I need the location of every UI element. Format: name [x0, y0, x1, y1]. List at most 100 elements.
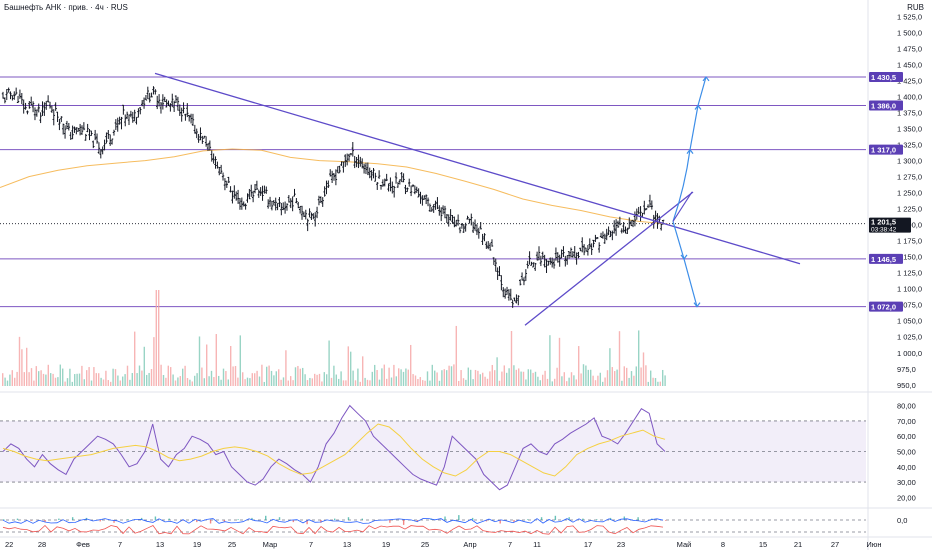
- macd-bar: [154, 516, 157, 520]
- rsi-axis-tick: 40,00: [897, 463, 916, 472]
- volume-bar: [222, 368, 225, 386]
- time-axis-label: 23: [617, 540, 625, 549]
- volume-bar: [16, 371, 18, 386]
- macd-bar: [3, 519, 5, 520]
- volume-bar: [518, 368, 520, 386]
- volume-bar: [371, 371, 373, 386]
- volume-bar: [155, 290, 157, 386]
- volume-bar: [95, 373, 97, 386]
- horizontal-level-label: 1 072,0: [871, 303, 896, 312]
- volume-bar: [395, 376, 397, 386]
- volume-bar: [582, 364, 585, 386]
- volume-bar: [390, 377, 393, 386]
- volume-bar: [28, 372, 30, 386]
- volume-bar: [117, 375, 119, 386]
- volume-bar: [189, 379, 191, 386]
- volume-bar: [366, 379, 369, 386]
- macd-bar: [113, 520, 115, 523]
- volume-bar: [350, 351, 352, 386]
- volume-bar: [424, 380, 426, 386]
- volume-bar: [9, 374, 11, 386]
- macd-bar: [665, 520, 667, 521]
- volume-bar: [285, 350, 287, 386]
- volume-bar: [81, 365, 83, 386]
- rsi-signal-line: [2, 423, 666, 477]
- volume-bar: [227, 379, 229, 386]
- volume-bar: [645, 365, 647, 386]
- volume-bar: [650, 370, 652, 386]
- volume-bar: [618, 331, 621, 386]
- volume-bar: [38, 371, 40, 386]
- volume-bar: [405, 368, 407, 386]
- time-axis-label: Май: [677, 540, 692, 549]
- volume-bar: [182, 368, 184, 386]
- time-axis-label: 21: [794, 540, 802, 549]
- bearish-projection-path: [672, 221, 698, 307]
- volume-bar: [522, 371, 525, 386]
- volume-bar: [556, 367, 558, 386]
- volume-bar: [42, 373, 45, 386]
- volume-bar: [429, 380, 431, 386]
- volume-bar: [52, 373, 54, 386]
- rsi-axis-tick: 80,00: [897, 402, 916, 411]
- volume-bar: [21, 349, 23, 386]
- volume-bar: [74, 374, 76, 386]
- volume-bar: [462, 378, 465, 386]
- volume-bar: [232, 366, 234, 386]
- volume-bar: [491, 364, 493, 386]
- volume-bar: [606, 370, 609, 386]
- macd-bar: [402, 520, 405, 525]
- volume-bar: [494, 370, 496, 386]
- volume-bar: [23, 372, 25, 386]
- volume-bar: [299, 368, 301, 386]
- macd-bar: [223, 520, 226, 522]
- volume-bar: [153, 337, 155, 386]
- volume-bar: [364, 377, 366, 386]
- macd-bar: [347, 517, 350, 520]
- macd-bar: [209, 520, 212, 524]
- price-axis-tick: 1 250,0: [897, 189, 922, 198]
- volume-bar: [273, 375, 275, 386]
- price-axis-tick: 1 000,0: [897, 349, 922, 358]
- volume-bar: [134, 331, 136, 386]
- volume-bar: [412, 374, 414, 386]
- macd-bar: [251, 517, 253, 520]
- time-axis-label: 13: [156, 540, 164, 549]
- volume-bar: [57, 377, 59, 386]
- macd-bar: [71, 517, 74, 520]
- volume-bar: [362, 356, 364, 386]
- price-axis-tick: 1 100,0: [897, 285, 922, 294]
- volume-bar: [345, 380, 347, 386]
- time-axis-label: 27: [831, 540, 839, 549]
- volume-bar: [638, 330, 640, 386]
- volume-bar: [14, 377, 16, 386]
- volume-bar: [496, 357, 498, 386]
- macd-bar: [30, 520, 32, 521]
- volume-bar: [611, 367, 613, 386]
- volume-bar: [162, 374, 165, 386]
- macd-bar: [471, 517, 474, 520]
- macd-bar: [568, 517, 570, 520]
- volume-bar: [419, 377, 421, 386]
- price-axis-tick: 1 350,0: [897, 125, 922, 134]
- volume-bar: [186, 377, 189, 386]
- volume-bar: [196, 373, 198, 386]
- volume-bar: [453, 364, 455, 386]
- rsi-line: [2, 404, 666, 491]
- volume-bar: [66, 378, 69, 386]
- volume-bar: [388, 367, 390, 386]
- volume-bar: [256, 370, 258, 386]
- volume-bar: [194, 375, 196, 386]
- volume-bar: [662, 369, 664, 386]
- volume-bar: [172, 374, 174, 386]
- volume-bar: [438, 380, 441, 386]
- level-label-tag: [869, 144, 903, 155]
- volume-bar: [594, 380, 597, 386]
- volume-bar: [146, 374, 148, 386]
- volume-bar: [69, 368, 71, 386]
- volume-bar: [131, 373, 133, 386]
- volume-bar: [110, 381, 112, 386]
- time-axis-label: 7: [508, 540, 512, 549]
- volume-bar: [534, 371, 537, 386]
